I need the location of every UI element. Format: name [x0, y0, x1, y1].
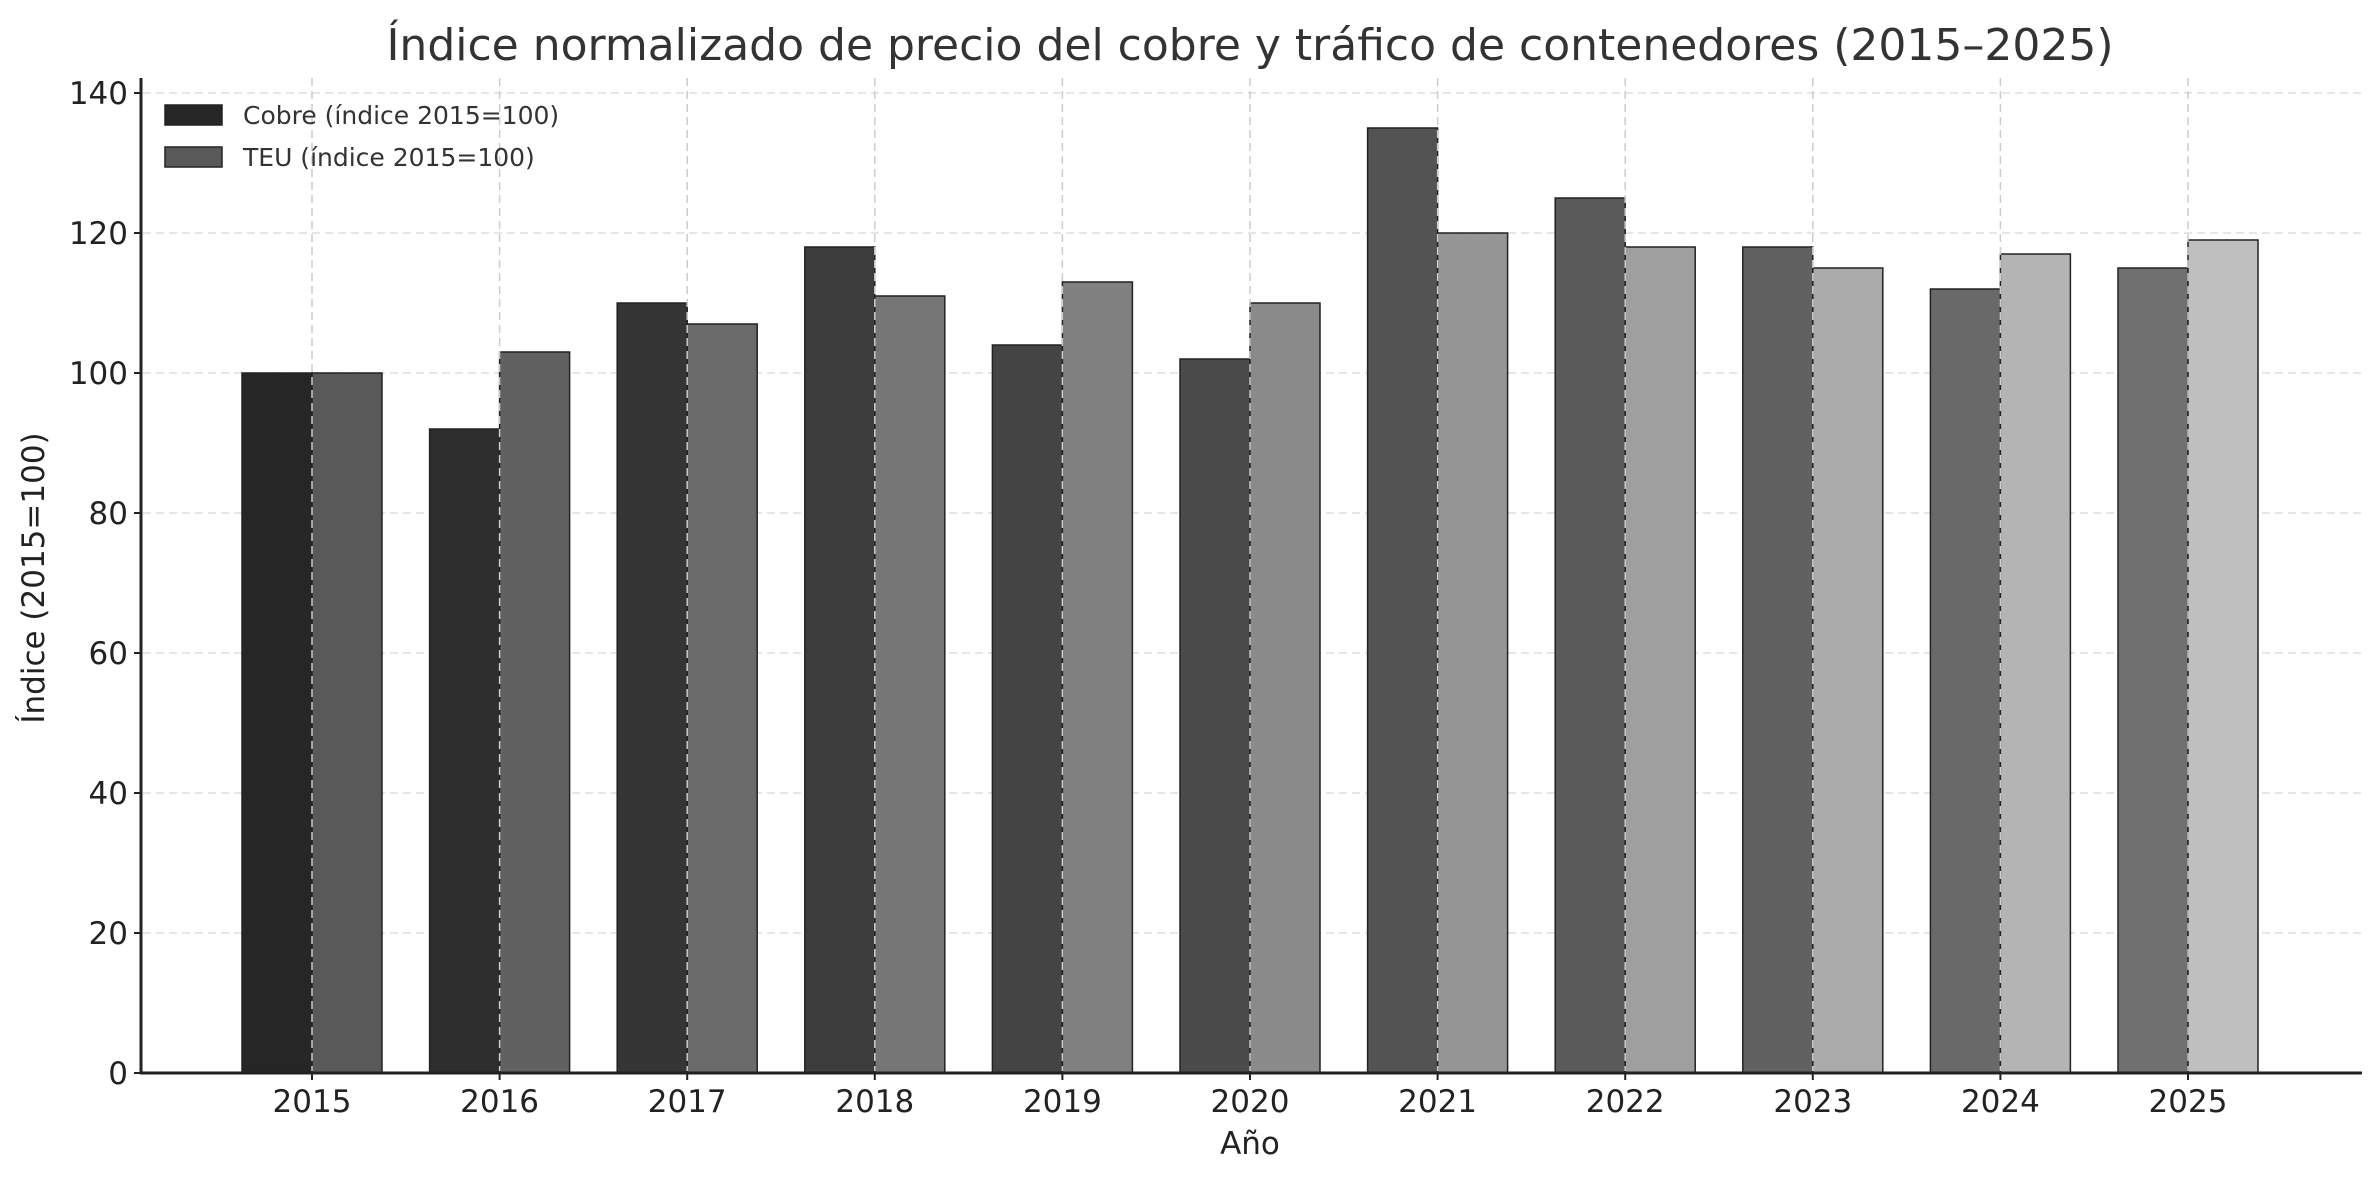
bar-group-2024: [1929, 253, 2072, 1074]
legend-label-teu: TEU (índice 2015=100): [242, 143, 535, 172]
legend-swatch-teu: [164, 146, 223, 168]
bar-teu-2015: [311, 372, 383, 1074]
y-tick-label: 140: [69, 76, 128, 112]
legend: Cobre (índice 2015=100) TEU (índice 2015…: [164, 101, 559, 172]
y-tick-label: 60: [89, 636, 128, 672]
bar-teu-2017: [686, 323, 758, 1074]
bar-groups: [241, 127, 2259, 1074]
bar-teu-2020: [1249, 302, 1321, 1074]
bar-cobre-2019: [991, 344, 1064, 1074]
x-tick-label: 2025: [2149, 1084, 2228, 1120]
y-axis-ticks: 0 20 40 60 80 100 120 140: [69, 76, 141, 1092]
bar-group-2016: [428, 351, 571, 1074]
bar-cobre-2020: [1179, 358, 1251, 1074]
bar-teu-2019: [1061, 281, 1134, 1074]
bar-cobre-2017: [616, 302, 688, 1074]
bar-group-2021: [1366, 127, 1509, 1074]
y-tick-label: 20: [89, 916, 128, 952]
bar-teu-2024: [1999, 253, 2072, 1074]
legend-label-cobre: Cobre (índice 2015=100): [243, 101, 559, 130]
x-axis-label: Año: [1220, 1126, 1280, 1162]
bar-group-2025: [2117, 239, 2259, 1074]
x-tick-label: 2020: [1211, 1084, 1290, 1120]
x-tick-label: 2021: [1398, 1084, 1477, 1120]
chart-title: Índice normalizado de precio del cobre y…: [386, 18, 2113, 71]
bar-cobre-2022: [1554, 197, 1626, 1074]
bar-cobre-2023: [1742, 246, 1814, 1074]
bar-teu-2022: [1624, 246, 1696, 1074]
bar-teu-2025: [2187, 239, 2259, 1074]
vertical-gridlines: [311, 78, 2189, 1071]
bar-cobre-2018: [804, 246, 876, 1074]
y-tick-label: 40: [89, 776, 128, 812]
bar-teu-2023: [1812, 267, 1884, 1074]
x-tick-label: 2024: [1961, 1084, 2040, 1120]
x-tick-label: 2019: [1023, 1084, 1102, 1120]
x-tick-label: 2015: [273, 1084, 352, 1120]
bar-cobre-2024: [1929, 288, 2002, 1074]
y-tick-label: 0: [108, 1056, 128, 1092]
y-tick-label: 80: [89, 496, 128, 532]
y-tick-label: 100: [69, 356, 128, 392]
x-tick-label: 2016: [460, 1084, 539, 1120]
y-tick-label: 120: [69, 216, 128, 252]
bar-cobre-2015: [241, 372, 313, 1074]
bar-cobre-2021: [1366, 127, 1439, 1074]
x-axis-ticks: 2015 2016 2017 2018 2019 2020 2021 2022 2023 2024…: [273, 1073, 2228, 1120]
bar-group-2019: [991, 281, 1134, 1074]
x-tick-label: 2022: [1586, 1084, 1665, 1120]
bar-teu-2016: [498, 351, 571, 1074]
legend-swatch-cobre: [164, 104, 223, 126]
bar-group-2022: [1554, 197, 1696, 1074]
x-tick-label: 2017: [648, 1084, 727, 1120]
y-axis-label: Índice (2015=100): [16, 432, 52, 723]
bar-cobre-2016: [428, 428, 501, 1074]
x-tick-label: 2023: [1773, 1084, 1852, 1120]
x-tick-label: 2018: [835, 1084, 914, 1120]
bar-group-2018: [804, 246, 946, 1074]
bar-group-2023: [1742, 246, 1884, 1074]
bar-group-2017: [616, 302, 758, 1074]
bar-group-2020: [1179, 302, 1321, 1074]
bar-teu-2018: [874, 295, 946, 1074]
bar-teu-2021: [1436, 232, 1509, 1074]
bar-cobre-2025: [2117, 267, 2189, 1074]
